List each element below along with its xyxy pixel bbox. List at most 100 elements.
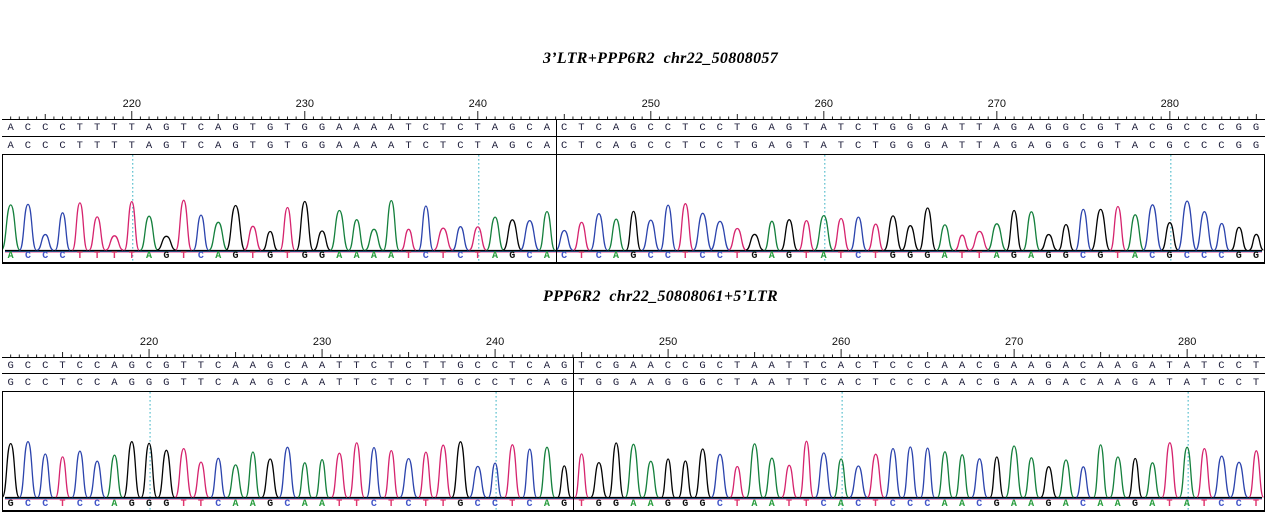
base-char: T xyxy=(76,251,83,262)
base-char: C xyxy=(1079,376,1087,389)
base-char: C xyxy=(1201,251,1208,262)
base-char: G xyxy=(232,139,239,152)
base-char: G xyxy=(1010,251,1017,262)
base-char: G xyxy=(318,122,326,134)
base-char: A xyxy=(249,499,256,510)
base-char: G xyxy=(595,376,602,389)
base-char: A xyxy=(837,359,845,372)
base-char: C xyxy=(1218,359,1225,372)
base-char: A xyxy=(1028,499,1035,510)
base-char: T xyxy=(336,499,343,510)
base-char: A xyxy=(768,139,775,152)
base-char: C xyxy=(664,359,672,372)
base-char: G xyxy=(924,251,931,262)
base-char: G xyxy=(1235,251,1242,262)
base-char: C xyxy=(24,359,32,372)
base-char: A xyxy=(958,376,966,389)
base-char: G xyxy=(630,251,637,262)
base-char: C xyxy=(924,499,931,510)
base-char: T xyxy=(440,251,447,262)
base-char: C xyxy=(284,499,291,510)
base-char: C xyxy=(59,251,66,262)
base-char: C xyxy=(1149,251,1156,262)
base-char: T xyxy=(578,122,585,134)
base-char: T xyxy=(111,139,118,152)
base-char: T xyxy=(958,251,965,262)
base-char: C xyxy=(94,499,101,510)
base-char: A xyxy=(388,139,395,152)
base-char: A xyxy=(232,499,239,510)
base-char: C xyxy=(560,139,568,152)
base-char: G xyxy=(630,139,637,152)
base-char: G xyxy=(145,376,153,389)
base-char: G xyxy=(1045,359,1052,372)
base-char: A xyxy=(301,376,308,389)
base-char: G xyxy=(1097,139,1104,152)
base-char: T xyxy=(1253,499,1260,510)
base-char: C xyxy=(907,499,914,510)
base-char: T xyxy=(509,359,516,372)
base-char: A xyxy=(820,122,827,134)
base-char: G xyxy=(1252,122,1260,134)
base-char: C xyxy=(855,499,862,510)
base-char: C xyxy=(1235,376,1242,389)
base-char: C xyxy=(422,139,429,152)
base-char: A xyxy=(232,376,239,389)
base-char: T xyxy=(353,359,360,372)
base-char: T xyxy=(1166,499,1173,510)
base-char: C xyxy=(1080,499,1087,510)
base-char: G xyxy=(266,359,274,372)
base-char: T xyxy=(284,139,291,152)
base-char: G xyxy=(232,122,239,134)
base-char: T xyxy=(353,499,360,510)
base-char: C xyxy=(59,139,66,152)
base-char: A xyxy=(1149,359,1156,372)
base-char: T xyxy=(786,499,793,510)
base-char: T xyxy=(837,122,845,134)
base-char: G xyxy=(1010,139,1018,152)
base-char: T xyxy=(111,251,118,262)
base-char: A xyxy=(941,499,948,510)
base-char: A xyxy=(768,499,775,510)
position-ruler-svg: 220 230 240 250 260 270 280 xyxy=(10,98,1257,119)
base-char: G xyxy=(561,499,568,510)
base-char: G xyxy=(664,499,671,510)
base-char: G xyxy=(1062,139,1069,152)
base-char: T xyxy=(976,122,983,134)
base-char: C xyxy=(457,251,464,262)
base-char: A xyxy=(353,122,360,134)
base-char: T xyxy=(682,251,689,262)
base-char: A xyxy=(370,139,378,152)
base-char: A xyxy=(336,122,343,134)
base-char: T xyxy=(1114,251,1121,262)
base-char: C xyxy=(855,139,862,152)
base-char: G xyxy=(751,139,758,152)
base-char: T xyxy=(1252,359,1260,372)
base-char: A xyxy=(1028,251,1035,262)
ruler-ticks xyxy=(10,349,1257,357)
ruler-label: 250 xyxy=(642,98,660,110)
base-char: T xyxy=(578,499,585,510)
base-char: A xyxy=(1062,499,1069,510)
base-char: T xyxy=(422,499,429,510)
base-char: G xyxy=(889,122,896,134)
base-char: C xyxy=(422,251,429,262)
base-char: A xyxy=(613,251,620,262)
base-char: A xyxy=(630,376,637,389)
base-char: T xyxy=(128,139,135,152)
base-char: T xyxy=(405,139,412,152)
base-char: C xyxy=(1235,499,1242,510)
base-char: A xyxy=(768,251,775,262)
ruler-label: 220 xyxy=(123,98,141,110)
base-char: C xyxy=(561,251,568,262)
base-char: T xyxy=(249,251,256,262)
ruler-label: 280 xyxy=(1178,336,1196,348)
base-char: T xyxy=(578,376,585,389)
base-char: A xyxy=(768,359,775,372)
base-char: C xyxy=(1079,359,1087,372)
base-char: G xyxy=(1235,139,1242,152)
base-char: T xyxy=(180,359,187,372)
